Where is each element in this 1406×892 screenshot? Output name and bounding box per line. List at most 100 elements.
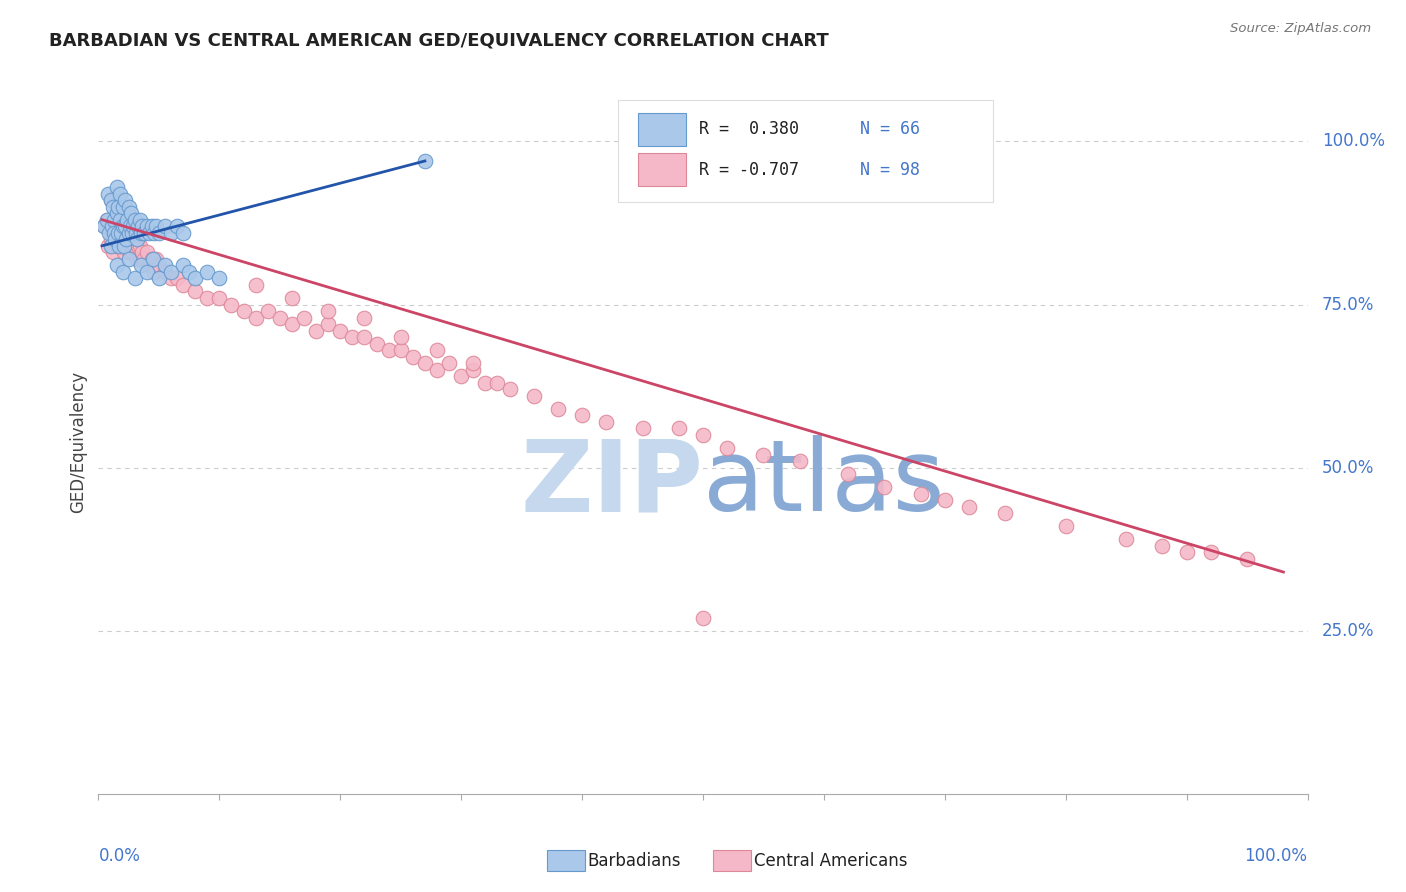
Point: [135, 219, 157, 234]
Text: R = -0.707: R = -0.707: [699, 161, 800, 178]
Point: [1152, 539, 1174, 553]
Point: [353, 330, 375, 344]
Text: Source: ZipAtlas.com: Source: ZipAtlas.com: [1230, 22, 1371, 36]
Point: [118, 252, 141, 266]
Point: [450, 369, 472, 384]
Point: [366, 336, 388, 351]
Point: [1236, 552, 1258, 566]
Point: [97, 239, 120, 253]
Point: [104, 226, 127, 240]
Point: [413, 356, 436, 370]
Point: [124, 271, 146, 285]
Text: BARBADIAN VS CENTRAL AMERICAN GED/EQUIVALENCY CORRELATION CHART: BARBADIAN VS CENTRAL AMERICAN GED/EQUIVA…: [49, 31, 830, 49]
Point: [498, 382, 520, 396]
Point: [96, 212, 118, 227]
Text: 0.0%: 0.0%: [98, 847, 141, 864]
Point: [122, 219, 145, 234]
Point: [97, 186, 120, 201]
Point: [160, 271, 183, 285]
Point: [100, 193, 122, 207]
Point: [245, 310, 267, 325]
Point: [389, 330, 412, 344]
Point: [172, 277, 194, 292]
Point: [120, 239, 142, 253]
Point: [148, 271, 170, 285]
Point: [108, 232, 131, 246]
Point: [134, 252, 156, 266]
Point: [413, 153, 436, 168]
FancyBboxPatch shape: [638, 153, 686, 186]
Point: [184, 285, 207, 299]
Point: [105, 239, 128, 253]
Text: Central Americans: Central Americans: [754, 852, 907, 870]
Point: [426, 343, 449, 358]
Point: [138, 226, 160, 240]
Point: [124, 239, 146, 253]
Point: [127, 252, 149, 266]
Text: 50.0%: 50.0%: [1322, 458, 1375, 476]
Point: [486, 376, 509, 390]
Point: [153, 265, 176, 279]
Point: [128, 212, 150, 227]
Point: [101, 245, 124, 260]
Point: [112, 239, 135, 253]
Point: [668, 421, 690, 435]
Point: [1175, 545, 1198, 559]
Point: [166, 219, 188, 234]
Point: [463, 356, 485, 370]
Point: [138, 259, 160, 273]
Point: [114, 239, 136, 253]
Point: [172, 226, 194, 240]
Point: [111, 226, 134, 240]
Point: [105, 180, 128, 194]
Point: [118, 226, 141, 240]
Point: [120, 206, 142, 220]
Point: [118, 219, 141, 234]
Point: [107, 200, 129, 214]
Point: [752, 448, 775, 462]
Text: ZIP: ZIP: [520, 435, 703, 533]
Point: [208, 271, 231, 285]
Point: [957, 500, 980, 514]
Point: [571, 409, 593, 423]
Point: [131, 245, 153, 260]
Point: [125, 226, 148, 240]
Point: [108, 186, 131, 201]
Point: [100, 239, 122, 253]
Point: [208, 291, 231, 305]
Text: 100.0%: 100.0%: [1244, 847, 1308, 864]
Point: [221, 297, 243, 311]
Point: [114, 219, 136, 234]
Point: [166, 271, 188, 285]
Point: [145, 252, 167, 266]
Point: [595, 415, 617, 429]
Point: [692, 611, 714, 625]
Point: [127, 219, 149, 234]
Point: [316, 304, 339, 318]
Point: [172, 259, 194, 273]
Point: [377, 343, 399, 358]
Point: [125, 232, 148, 246]
Point: [281, 291, 304, 305]
Point: [305, 324, 328, 338]
Point: [148, 259, 170, 273]
Point: [184, 271, 207, 285]
Point: [118, 226, 141, 240]
Text: 75.0%: 75.0%: [1322, 295, 1375, 313]
Point: [100, 193, 122, 207]
Point: [160, 226, 183, 240]
Point: [121, 226, 143, 240]
Point: [145, 219, 167, 234]
Point: [93, 219, 115, 234]
Point: [104, 232, 127, 246]
Point: [96, 212, 118, 227]
Point: [281, 317, 304, 331]
Point: [179, 265, 201, 279]
Point: [153, 259, 176, 273]
Point: [103, 219, 125, 234]
Point: [141, 219, 163, 234]
Point: [329, 324, 352, 338]
Point: [118, 200, 141, 214]
Point: [256, 304, 278, 318]
Point: [148, 226, 170, 240]
